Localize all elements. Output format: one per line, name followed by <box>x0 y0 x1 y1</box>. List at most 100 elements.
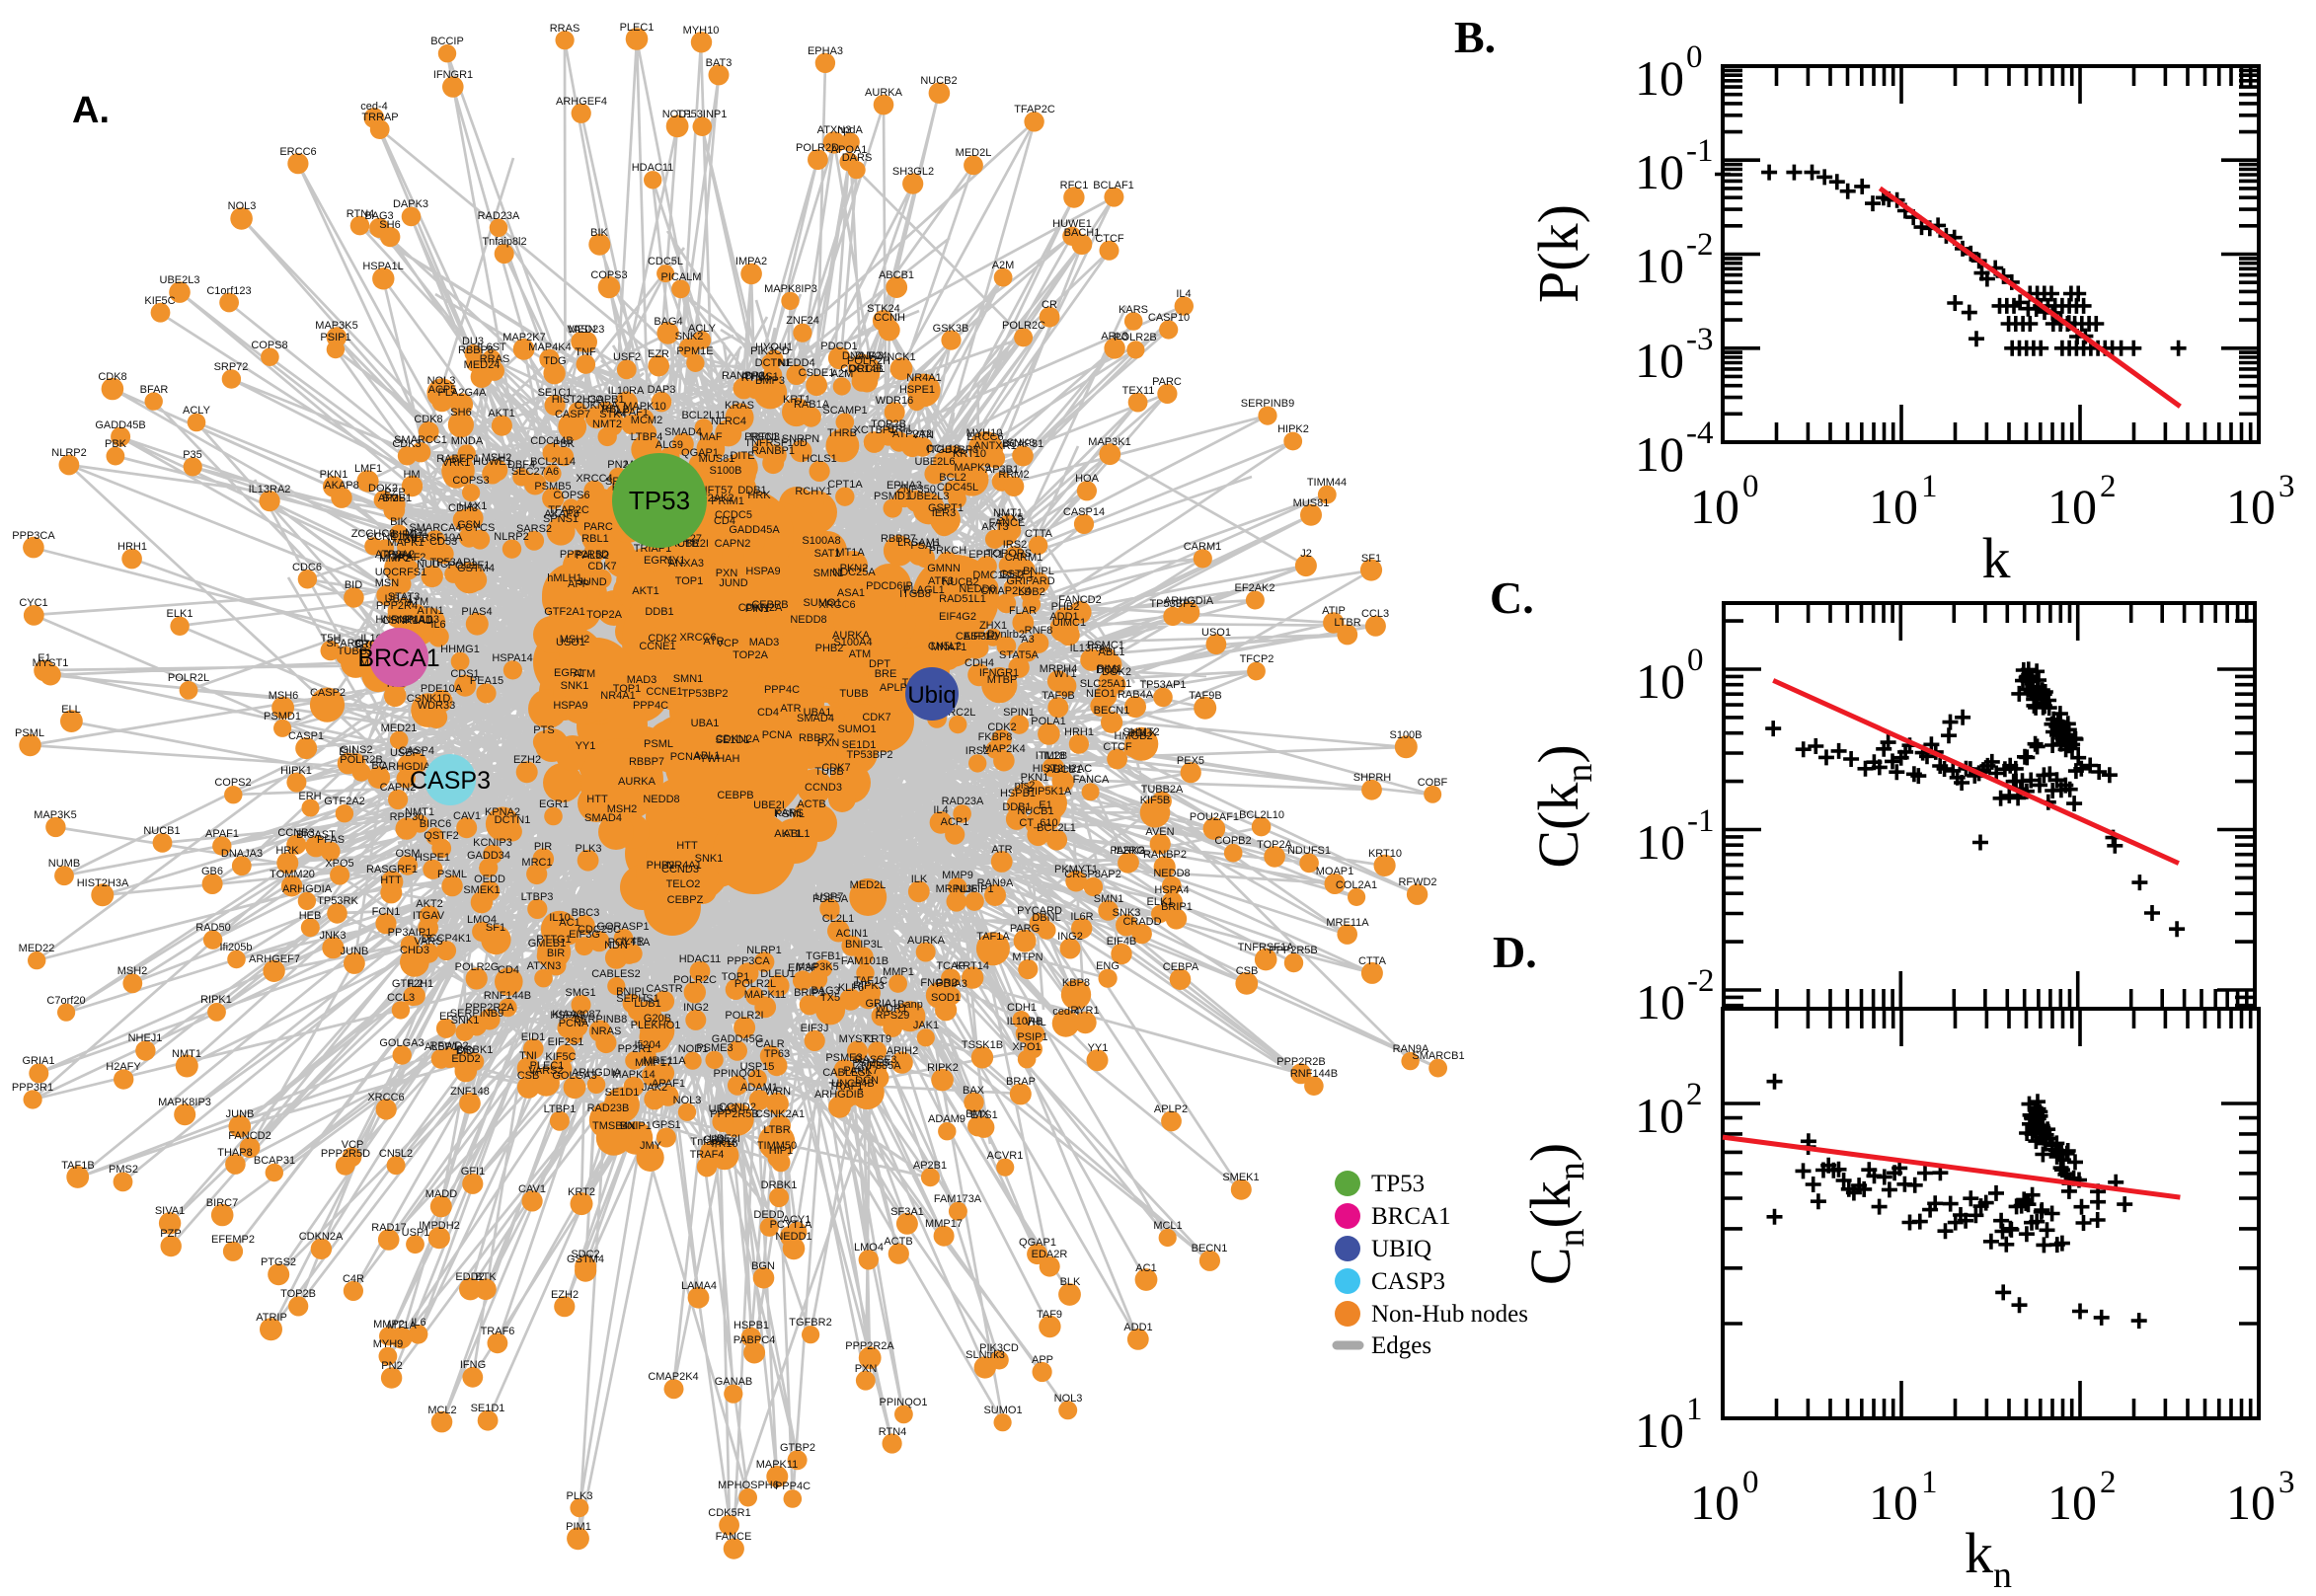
svg-text:SMEK1: SMEK1 <box>463 884 500 896</box>
svg-text:PLK3: PLK3 <box>576 843 602 855</box>
svg-text:MMP2: MMP2 <box>373 1319 405 1330</box>
svg-text:CCNH: CCNH <box>874 312 905 324</box>
svg-text:CEBPB: CEBPB <box>751 599 788 611</box>
svg-text:VTN: VTN <box>912 429 934 441</box>
svg-text:APP: APP <box>1032 1354 1053 1366</box>
svg-text:GPS1: GPS1 <box>652 1119 680 1131</box>
svg-text:MAPK8IP3: MAPK8IP3 <box>158 1097 211 1108</box>
svg-text:IL6ST: IL6ST <box>477 342 506 353</box>
svg-text:NMT1: NMT1 <box>993 507 1023 519</box>
svg-text:ARHGEF7: ARHGEF7 <box>249 953 300 965</box>
svg-text:RABEP1: RABEP1 <box>436 453 479 465</box>
svg-text:TOP2A: TOP2A <box>733 649 769 661</box>
svg-text:NR4A1: NR4A1 <box>666 860 701 872</box>
svg-text:POLR2C: POLR2C <box>673 974 717 986</box>
svg-text:RNF144B: RNF144B <box>1290 1068 1338 1080</box>
svg-text:IL6R: IL6R <box>1070 911 1093 923</box>
svg-text:MED24: MED24 <box>464 359 501 371</box>
svg-text:MYST1: MYST1 <box>839 1033 876 1045</box>
svg-text:DMC1: DMC1 <box>972 570 1003 581</box>
svg-text:ATIP: ATIP <box>1322 605 1346 617</box>
svg-text:ATP2A2: ATP2A2 <box>892 428 932 440</box>
svg-text:BRIP1: BRIP1 <box>794 987 825 999</box>
svg-text:HRK: HRK <box>747 490 771 501</box>
svg-text:AC1: AC1 <box>559 917 579 929</box>
svg-text:CCL3: CCL3 <box>1361 608 1389 620</box>
svg-text:POLR2C: POLR2C <box>1002 320 1045 332</box>
svg-text:HM: HM <box>403 469 420 481</box>
svg-text:CRADD: CRADD <box>1122 916 1161 928</box>
svg-text:RFC1: RFC1 <box>1060 180 1089 191</box>
svg-text:BCAP31: BCAP31 <box>1002 438 1043 450</box>
svg-text:AP3B1: AP3B1 <box>985 464 1019 476</box>
svg-text:C(kn): C(kn) <box>1526 744 1600 868</box>
svg-text:ATM: ATM <box>407 596 428 608</box>
svg-text:RIPK2: RIPK2 <box>927 1062 959 1074</box>
svg-text:ced-4: ced-4 <box>360 101 388 113</box>
svg-text:TELO2: TELO2 <box>666 878 701 890</box>
svg-text:EIF4G2: EIF4G2 <box>939 611 976 623</box>
svg-text:KARS: KARS <box>774 807 804 819</box>
svg-text:COPS3: COPS3 <box>452 475 489 487</box>
svg-text:PIR: PIR <box>534 841 552 853</box>
svg-text:CDC14B: CDC14B <box>840 363 883 375</box>
svg-text:DOK2: DOK2 <box>1102 666 1131 678</box>
svg-text:WDR16: WDR16 <box>876 395 914 407</box>
svg-text:CARM1: CARM1 <box>1184 541 1222 553</box>
svg-text:Dynlrb2: Dynlrb2 <box>987 629 1025 641</box>
svg-text:DDB1: DDB1 <box>645 606 673 618</box>
svg-text:TMSB4X: TMSB4X <box>592 1120 637 1132</box>
svg-text:Ifi204: Ifi204 <box>635 1039 661 1051</box>
svg-text:FANCA: FANCA <box>1073 774 1110 786</box>
svg-text:CDKN2A: CDKN2A <box>716 733 760 745</box>
svg-text:EIF3G: EIF3G <box>569 929 600 941</box>
svg-text:MCM2: MCM2 <box>631 415 662 426</box>
svg-text:RAN9A: RAN9A <box>1393 1043 1429 1055</box>
svg-text:PSIP1: PSIP1 <box>1017 1031 1047 1043</box>
svg-text:-2: -2 <box>1686 227 1714 263</box>
svg-text:YY1: YY1 <box>576 740 596 752</box>
svg-text:PSMC1: PSMC1 <box>1087 640 1124 651</box>
svg-text:GMEB1: GMEB1 <box>528 938 567 950</box>
svg-text:PTGS2: PTGS2 <box>261 1256 296 1268</box>
svg-text:GSK3B: GSK3B <box>933 323 969 335</box>
svg-text:VARS2: VARS2 <box>528 1065 563 1077</box>
svg-text:CDC14B: CDC14B <box>530 435 573 447</box>
svg-text:TP53: TP53 <box>1371 1171 1425 1197</box>
svg-text:PSME3: PSME3 <box>825 1052 862 1064</box>
svg-text:CR: CR <box>1042 299 1057 311</box>
svg-text:USP15: USP15 <box>740 1061 775 1073</box>
svg-text:MED21: MED21 <box>381 722 418 734</box>
svg-text:PABPC4: PABPC4 <box>733 1334 776 1346</box>
svg-text:PXN: PXN <box>817 737 840 749</box>
svg-text:NOL3: NOL3 <box>1054 1393 1083 1405</box>
svg-text:PSMB5: PSMB5 <box>534 481 571 493</box>
svg-text:PARC: PARC <box>1152 376 1182 388</box>
svg-text:HIPK1: HIPK1 <box>280 765 312 777</box>
svg-text:NEDD1: NEDD1 <box>775 1231 811 1243</box>
svg-text:CAPN2: CAPN2 <box>715 538 751 550</box>
svg-text:BFAR: BFAR <box>140 384 169 396</box>
svg-text:TUBG1: TUBG1 <box>338 646 374 657</box>
svg-text:GB6: GB6 <box>201 866 223 877</box>
svg-text:ITM2B: ITM2B <box>1036 750 1067 762</box>
svg-text:POLR2B: POLR2B <box>1114 332 1156 343</box>
svg-text:UBA1: UBA1 <box>804 707 832 719</box>
svg-text:XRCC6: XRCC6 <box>679 632 716 644</box>
svg-text:ARHGDIA: ARHGDIA <box>572 1067 622 1079</box>
svg-text:10: 10 <box>1636 653 1685 709</box>
svg-text:THBS1: THBS1 <box>743 371 778 383</box>
svg-text:EFEMP2: EFEMP2 <box>211 1234 255 1246</box>
svg-text:S100A4: S100A4 <box>833 637 872 648</box>
svg-text:DCTN1: DCTN1 <box>755 357 792 369</box>
svg-text:PPP2R4: PPP2R4 <box>376 600 418 612</box>
svg-text:BMF: BMF <box>382 493 406 504</box>
svg-text:3: 3 <box>2278 1465 2295 1500</box>
svg-text:CASP3: CASP3 <box>1371 1268 1445 1295</box>
svg-text:EIF2S1: EIF2S1 <box>548 1036 584 1048</box>
svg-text:KRT10: KRT10 <box>1368 848 1402 860</box>
svg-text:MSH2: MSH2 <box>607 803 638 815</box>
svg-text:RFWD2: RFWD2 <box>429 1040 468 1052</box>
svg-text:AVEN: AVEN <box>1145 826 1174 838</box>
svg-text:BCCIP: BCCIP <box>430 36 464 47</box>
